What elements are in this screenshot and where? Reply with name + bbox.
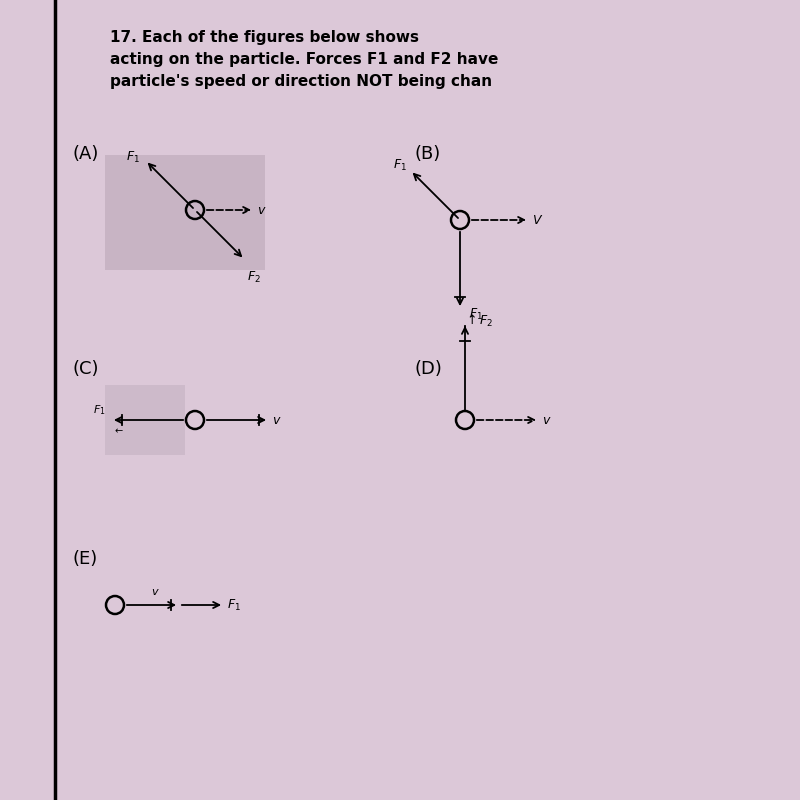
Text: $\uparrow F_2$: $\uparrow F_2$ <box>464 313 493 329</box>
FancyBboxPatch shape <box>105 385 185 455</box>
Text: (A): (A) <box>72 145 98 163</box>
Text: (D): (D) <box>415 360 443 378</box>
Text: V: V <box>532 214 541 226</box>
Text: $F_2$: $F_2$ <box>247 270 262 285</box>
Text: (C): (C) <box>72 360 98 378</box>
Text: $F_1$: $F_1$ <box>227 598 241 613</box>
Text: v: v <box>151 587 158 597</box>
Text: 17. Each of the figures below shows: 17. Each of the figures below shows <box>110 30 419 45</box>
Text: acting on the particle. Forces F1 and F2 havе: acting on the particle. Forces F1 and F2… <box>110 52 498 67</box>
Text: $F_1$: $F_1$ <box>93 403 106 417</box>
FancyBboxPatch shape <box>105 155 265 270</box>
Text: $F_1$: $F_1$ <box>469 307 483 322</box>
Text: v: v <box>257 203 264 217</box>
Text: (E): (E) <box>72 550 98 568</box>
Text: v: v <box>272 414 279 426</box>
Text: particle's speed or direction NOT being chan: particle's speed or direction NOT being … <box>110 74 492 89</box>
Text: $F_1$: $F_1$ <box>393 158 406 173</box>
Text: v: v <box>542 414 550 426</box>
Text: (B): (B) <box>415 145 442 163</box>
Text: $\leftarrow$: $\leftarrow$ <box>113 425 125 435</box>
Text: $F_1$: $F_1$ <box>126 150 139 165</box>
